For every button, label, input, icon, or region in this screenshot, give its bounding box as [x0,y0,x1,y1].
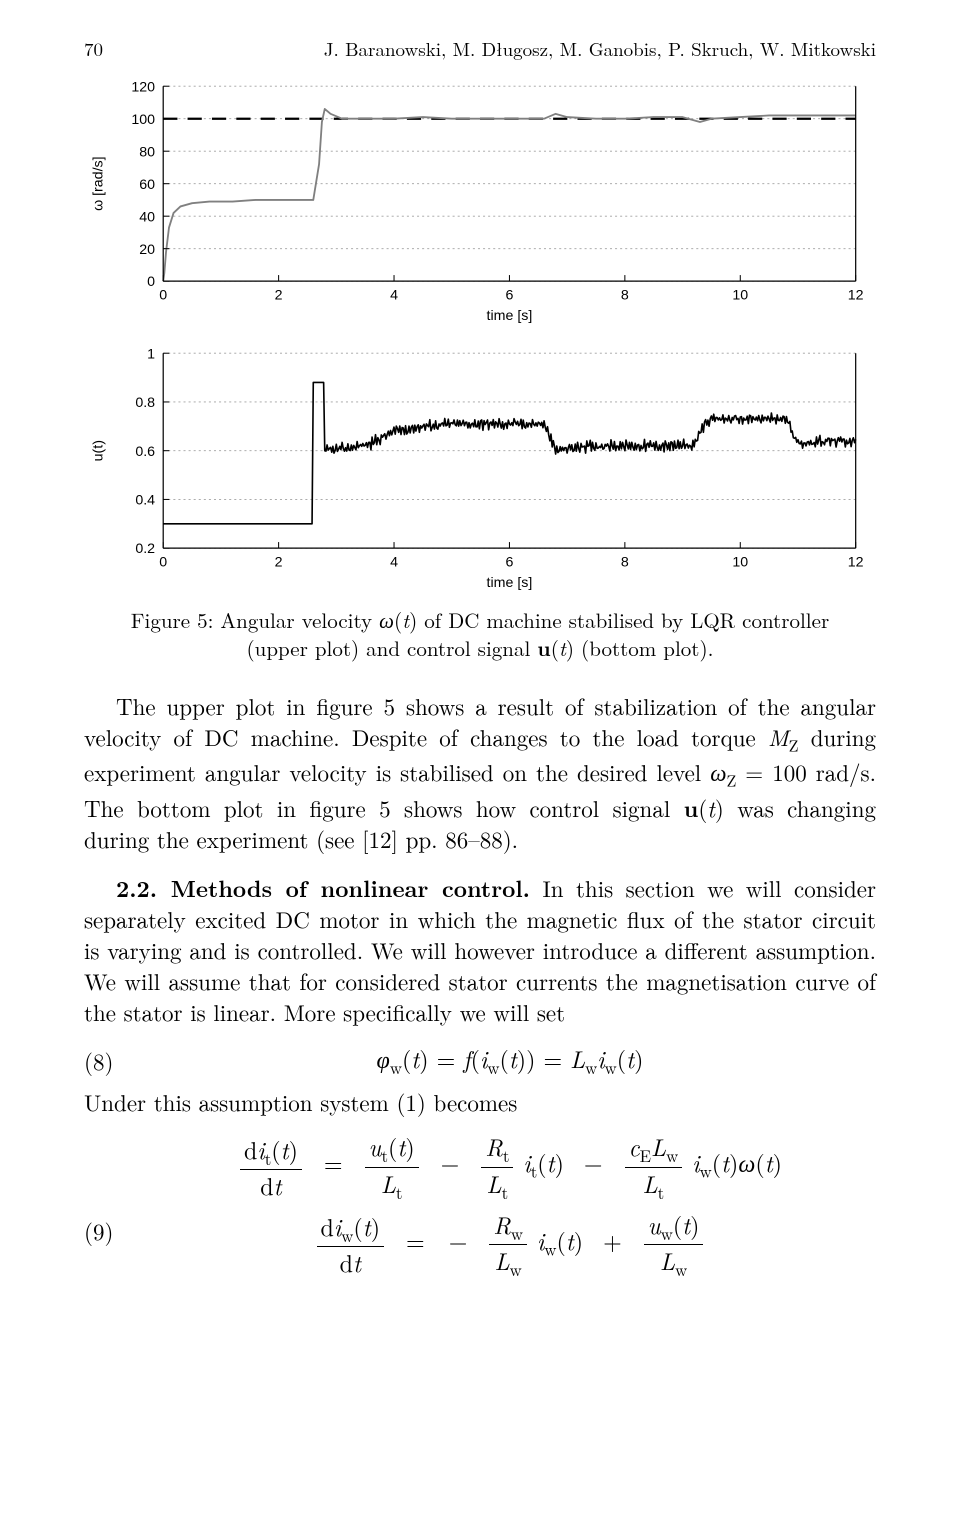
omega-chart: 024681012020406080100120time [s]ω [rad/s… [84,72,876,326]
svg-text:8: 8 [621,555,629,571]
svg-text:12: 12 [848,287,864,303]
eq8-body: φw(t) = f(iw(t)) = Lwiw(t) [144,1045,876,1076]
svg-text:2: 2 [275,287,283,303]
svg-text:0: 0 [159,287,167,303]
svg-text:0: 0 [147,274,155,290]
section-heading: 2.2. Methods of nonlinear control. [116,871,530,904]
svg-text:u(t): u(t) [90,441,106,462]
svg-text:0.4: 0.4 [135,493,155,509]
svg-text:40: 40 [139,209,155,225]
equation-8: (8) φw(t) = f(iw(t)) = Lwiw(t) [84,1045,876,1076]
svg-text:0.6: 0.6 [135,444,155,460]
eq8-number: (8) [84,1045,144,1076]
paragraph-2: 2.2. Methods of nonlinear control. In th… [84,872,876,1027]
svg-text:10: 10 [732,555,748,571]
eq9-body: dit(t)dt = ut(t)Lt − RtLt it(t) − cELwLt… [144,1123,876,1288]
svg-text:60: 60 [139,176,155,192]
page-number: 70 [84,36,103,62]
page-header: 70 J. Baranowski, M. Długosz, M. Ganobis… [84,36,876,62]
svg-text:0: 0 [159,555,167,571]
svg-text:6: 6 [505,287,513,303]
eq9-number: (9) [84,1165,144,1246]
svg-text:time [s]: time [s] [487,307,533,323]
u-chart: 0 2 4 6 8 10 12 0.2 0.4 0.6 0.8 1 time [s] u(t) [84,339,876,593]
svg-text:10: 10 [732,287,748,303]
svg-text:6: 6 [505,555,513,571]
svg-text:0.8: 0.8 [135,396,155,412]
equation-9: (9) dit(t)dt = ut(t)Lt − RtLt it(t) − cE… [84,1123,876,1288]
svg-text:1: 1 [147,347,155,363]
svg-text:80: 80 [139,144,155,160]
svg-text:4: 4 [390,287,398,303]
svg-text:100: 100 [131,111,155,127]
figure-caption: Figure 5: Angular velocity ω(t) of DC ma… [104,607,856,662]
svg-text:12: 12 [848,555,864,571]
svg-text:0.2: 0.2 [135,542,155,558]
svg-text:time [s]: time [s] [487,575,533,591]
svg-text:2: 2 [275,555,283,571]
svg-text:ω [rad/s]: ω [rad/s] [90,156,106,211]
paragraph-1: The upper plot in figure 5 shows a resul… [84,690,876,854]
svg-text:120: 120 [131,79,155,95]
svg-text:4: 4 [390,555,398,571]
svg-text:8: 8 [621,287,629,303]
svg-text:20: 20 [139,241,155,257]
header-authors: J. Baranowski, M. Długosz, M. Ganobis, P… [324,36,876,62]
paragraph-3: Under this assumption system (1) becomes [84,1086,876,1117]
